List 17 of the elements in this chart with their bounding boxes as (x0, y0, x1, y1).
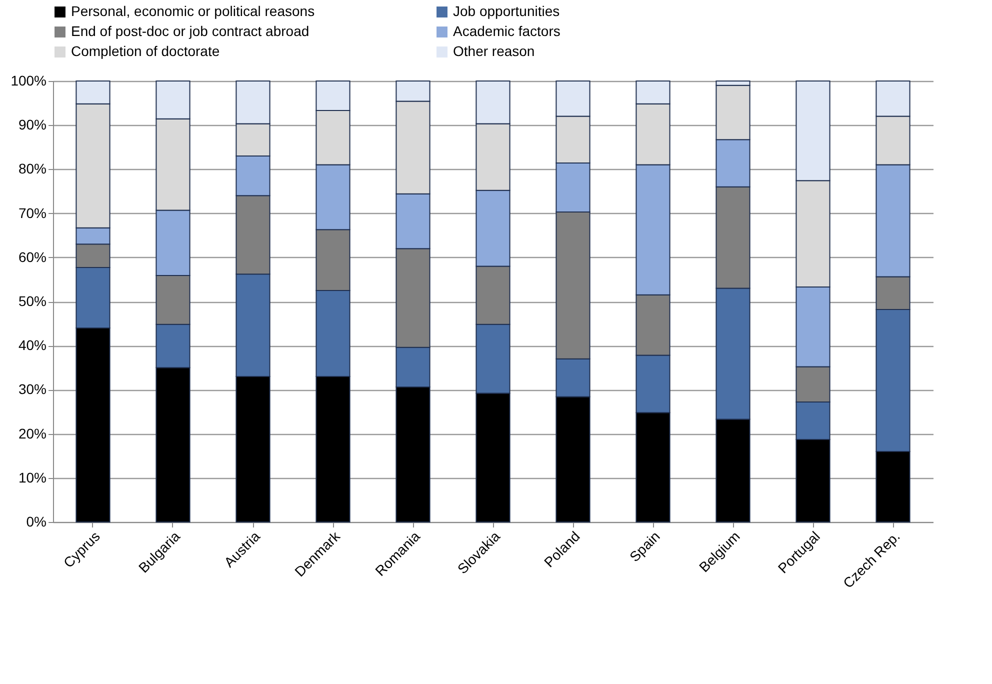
y-tick-label: 10% (18, 469, 46, 486)
y-tick-label: 50% (18, 293, 46, 309)
y-tick-label: 90% (18, 116, 46, 133)
legend-label: Completion of doctorate (71, 43, 220, 59)
legend-label: Personal, economic or political reasons (71, 3, 315, 19)
legend-label: End of post-doc or job contract abroad (71, 23, 310, 39)
legend-label: Academic factors (453, 23, 560, 39)
legend-label: Job opportunities (453, 3, 560, 19)
y-tick-label: 60% (18, 248, 46, 265)
y-tick-label: 40% (18, 337, 46, 354)
y-tick-label: 30% (18, 381, 46, 398)
y-tick-label: 0% (26, 514, 46, 530)
y-tick-label: 80% (18, 160, 46, 177)
y-tick-label: 70% (18, 204, 46, 221)
y-tick-label: 20% (18, 425, 46, 442)
legend-label: Other reason (453, 43, 535, 59)
y-tick-label: 100% (10, 72, 46, 88)
